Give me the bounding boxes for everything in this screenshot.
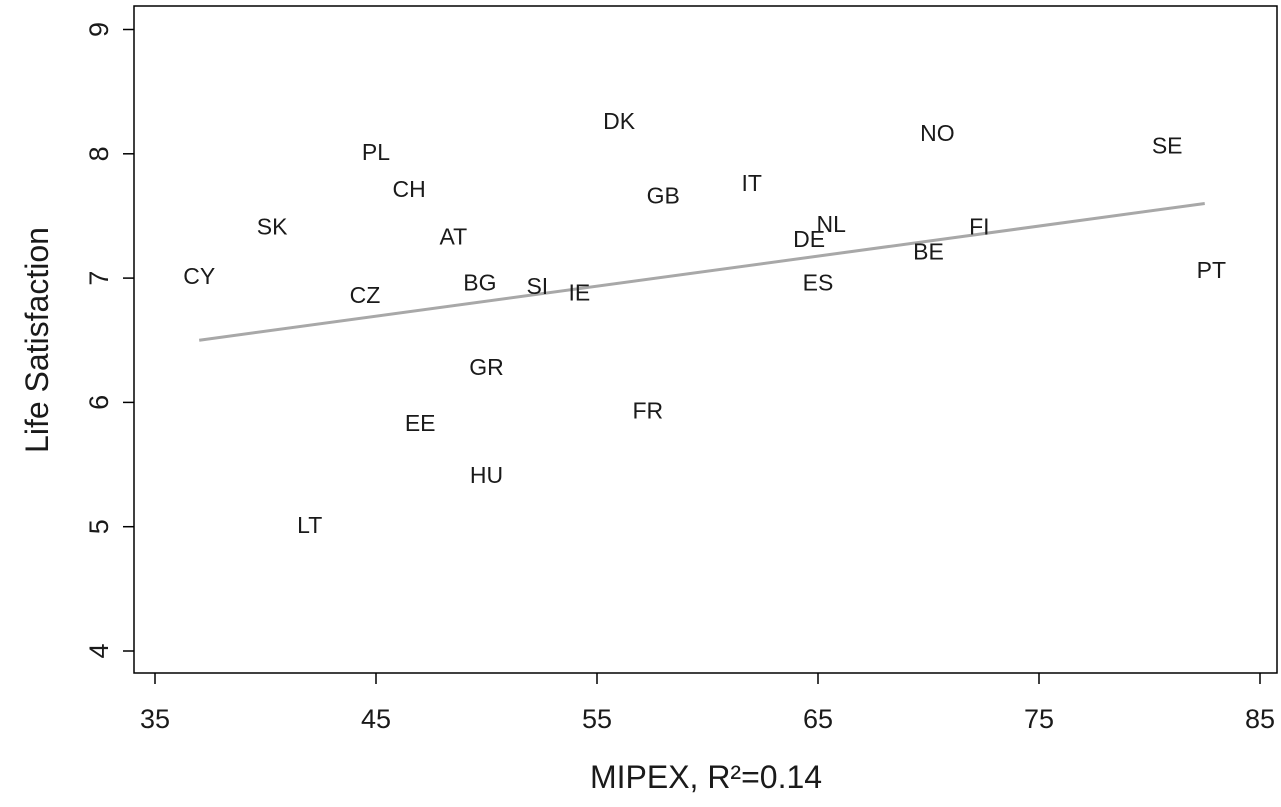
point-label-ee: EE (405, 410, 436, 436)
point-label-de: DE (793, 226, 825, 252)
point-label-be: BE (913, 238, 944, 264)
x-tick-label: 35 (140, 704, 170, 734)
x-tick-label: 65 (803, 704, 833, 734)
point-label-fi: FI (969, 213, 989, 239)
point-label-lt: LT (297, 512, 322, 538)
point-label-it: IT (741, 170, 761, 196)
point-label-pl: PL (362, 139, 390, 165)
point-label-hu: HU (470, 462, 503, 488)
point-label-nl: NL (817, 211, 847, 237)
point-label-sk: SK (257, 213, 288, 239)
y-tick-label: 4 (84, 643, 114, 658)
x-tick-label: 45 (361, 704, 391, 734)
point-label-gr: GR (469, 354, 504, 380)
point-label-se: SE (1152, 133, 1183, 159)
plot-area (133, 5, 1278, 674)
y-tick-label: 6 (84, 395, 114, 410)
y-axis: 4 5 6 7 8 9 (84, 22, 134, 659)
x-tick-label: 55 (582, 704, 612, 734)
fit-line (198, 202, 1205, 342)
point-label-cy: CY (183, 263, 215, 289)
point-label-dk: DK (603, 108, 636, 134)
point-label-ie: IE (568, 279, 590, 305)
y-axis-title: Life Satisfaction (19, 227, 55, 453)
y-tick-label: 5 (84, 519, 114, 534)
x-tick-label: 85 (1245, 704, 1275, 734)
point-label-si: SI (526, 273, 548, 299)
x-tick-label: 75 (1024, 704, 1054, 734)
point-label-fr: FR (632, 397, 663, 423)
y-tick-label: 8 (84, 146, 114, 161)
point-label-gb: GB (647, 182, 680, 208)
x-axis-title: MIPEX, R²=0.14 (590, 759, 822, 795)
point-label-pt: PT (1197, 257, 1226, 283)
point-label-cz: CZ (350, 282, 381, 308)
y-tick-label: 7 (84, 271, 114, 286)
y-tick-label: 9 (84, 22, 114, 37)
x-axis: 35 45 55 65 75 85 (140, 673, 1275, 734)
point-label-ch: CH (393, 176, 426, 202)
point-label-no: NO (920, 120, 955, 146)
point-label-at: AT (440, 223, 468, 249)
point-label-es: ES (803, 269, 834, 295)
point-label-bg: BG (463, 269, 496, 295)
